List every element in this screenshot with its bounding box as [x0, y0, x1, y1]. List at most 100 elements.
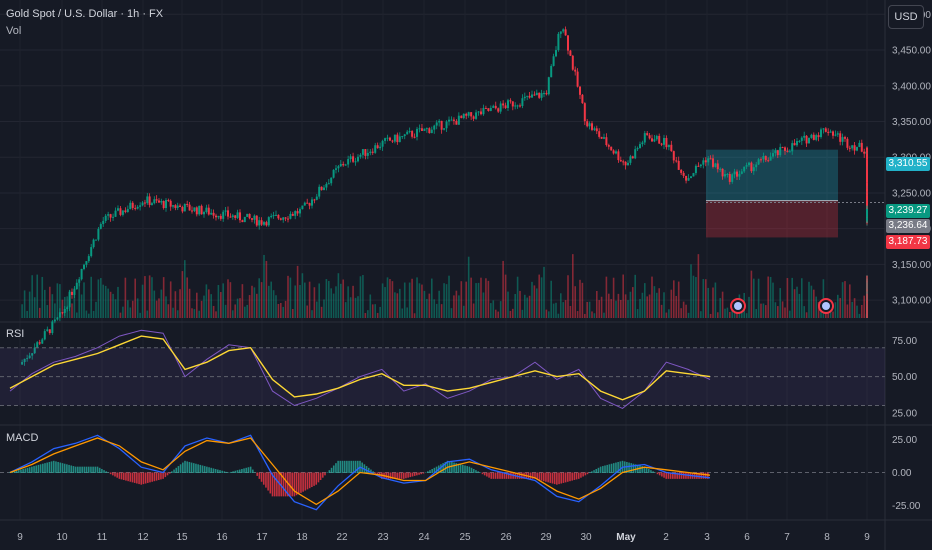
candle-body: [251, 218, 253, 220]
candle-body: [569, 50, 572, 56]
candle-body: [330, 177, 333, 184]
candle-body: [71, 291, 73, 295]
volume-bar: [526, 297, 528, 318]
macd-histogram-bar: [376, 472, 379, 476]
macd-histogram-bar: [221, 470, 223, 473]
macd-histogram-bar: [357, 460, 359, 473]
time-tick-label: 29: [540, 532, 552, 543]
candle-body: [712, 158, 714, 167]
volume-bar: [73, 287, 76, 318]
candle-body: [514, 105, 517, 107]
volume-bar: [801, 278, 803, 318]
candle-body: [714, 163, 717, 167]
candle-body: [408, 131, 411, 133]
macd-histogram-bar: [210, 467, 213, 473]
price-tick-label: 3,100.00: [892, 296, 931, 307]
volume-bar: [808, 281, 810, 318]
candle-body: [381, 140, 384, 147]
volume-bar: [741, 310, 743, 318]
volume-bar: [494, 309, 497, 318]
candle-body: [846, 138, 849, 148]
volume-bar: [294, 285, 296, 318]
time-tick-label: 3: [704, 532, 710, 543]
candle-body: [231, 215, 234, 218]
volume-bar: [139, 312, 141, 318]
candle-body: [472, 116, 475, 119]
macd-histogram-bar: [57, 461, 59, 473]
volume-bar: [46, 305, 49, 318]
macd-histogram-bar: [593, 470, 595, 473]
macd-histogram-bar: [372, 471, 374, 473]
volume-bar: [296, 265, 299, 318]
candle-body: [535, 92, 538, 96]
volume-bar: [146, 310, 149, 318]
macd-histogram-bar: [545, 472, 547, 482]
macd-histogram-bar: [617, 461, 619, 473]
macd-histogram-bar: [549, 472, 552, 483]
candle-body: [440, 120, 443, 130]
volume-bar: [287, 275, 289, 318]
candle-body: [516, 105, 519, 107]
macd-histogram-bar: [50, 461, 53, 473]
candle-body: [452, 119, 455, 121]
macd-histogram-bar: [392, 472, 394, 479]
candle-body: [521, 98, 524, 106]
macd-histogram-bar: [61, 463, 64, 473]
macd-histogram-bar: [151, 472, 153, 482]
price-tick-label: 3,450.00: [892, 46, 931, 57]
volume-bar: [435, 303, 438, 318]
macd-histogram-bar: [571, 472, 573, 481]
candle-body: [119, 208, 122, 215]
time-tick-label: 17: [256, 532, 268, 543]
candle-body: [48, 329, 51, 334]
macd-histogram-bar: [643, 466, 646, 473]
macd-histogram-bar: [608, 464, 611, 473]
candle-body: [863, 151, 866, 154]
macd-histogram-bar: [444, 461, 447, 473]
candle-body: [462, 113, 465, 119]
candle-body: [107, 214, 110, 216]
currency-button[interactable]: USD: [888, 5, 924, 29]
macd-histogram-bar: [276, 472, 278, 497]
volume-bar: [210, 294, 212, 318]
macd-histogram-bar: [389, 472, 392, 479]
candle-body: [308, 203, 311, 206]
volume-bar: [256, 293, 258, 318]
macd-histogram-bar: [394, 472, 396, 479]
volume-bar: [839, 298, 841, 318]
candle-body: [685, 175, 688, 181]
volume-bar: [222, 283, 224, 318]
macd-histogram-bar: [330, 467, 333, 473]
candle-body: [655, 135, 658, 140]
volume-bar: [665, 312, 668, 318]
candle-body: [593, 128, 596, 130]
macd-histogram-bar: [409, 472, 412, 478]
macd-histogram-bar: [610, 463, 613, 473]
candle-body: [629, 156, 632, 163]
volume-bar: [275, 295, 277, 318]
macd-histogram-bar: [396, 472, 398, 479]
candle-body: [663, 137, 665, 145]
volume-bar: [316, 301, 318, 318]
volume-bar: [21, 304, 23, 318]
macd-histogram-bar: [98, 467, 101, 473]
macd-histogram-bar: [674, 472, 676, 479]
candle-body: [141, 202, 144, 206]
time-tick-label: 26: [500, 532, 512, 543]
volume-bar: [352, 285, 354, 318]
macd-histogram-bar: [564, 472, 567, 483]
candle-body: [104, 215, 107, 221]
candle-body: [528, 95, 531, 98]
macd-histogram-bar: [236, 470, 239, 473]
volume-bar: [531, 281, 533, 318]
volume-bar: [328, 280, 330, 318]
volume-bars: [21, 254, 868, 318]
candle-body: [349, 156, 352, 160]
volume-bar: [38, 307, 41, 318]
macd-histogram-bar: [518, 472, 521, 479]
candle-body: [46, 329, 49, 332]
candle-body: [183, 203, 186, 212]
macd-histogram-bar: [569, 472, 571, 482]
candle-body: [186, 203, 189, 205]
